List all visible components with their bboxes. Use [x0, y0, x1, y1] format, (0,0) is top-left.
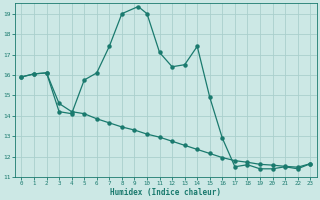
X-axis label: Humidex (Indice chaleur): Humidex (Indice chaleur) [110, 188, 221, 197]
